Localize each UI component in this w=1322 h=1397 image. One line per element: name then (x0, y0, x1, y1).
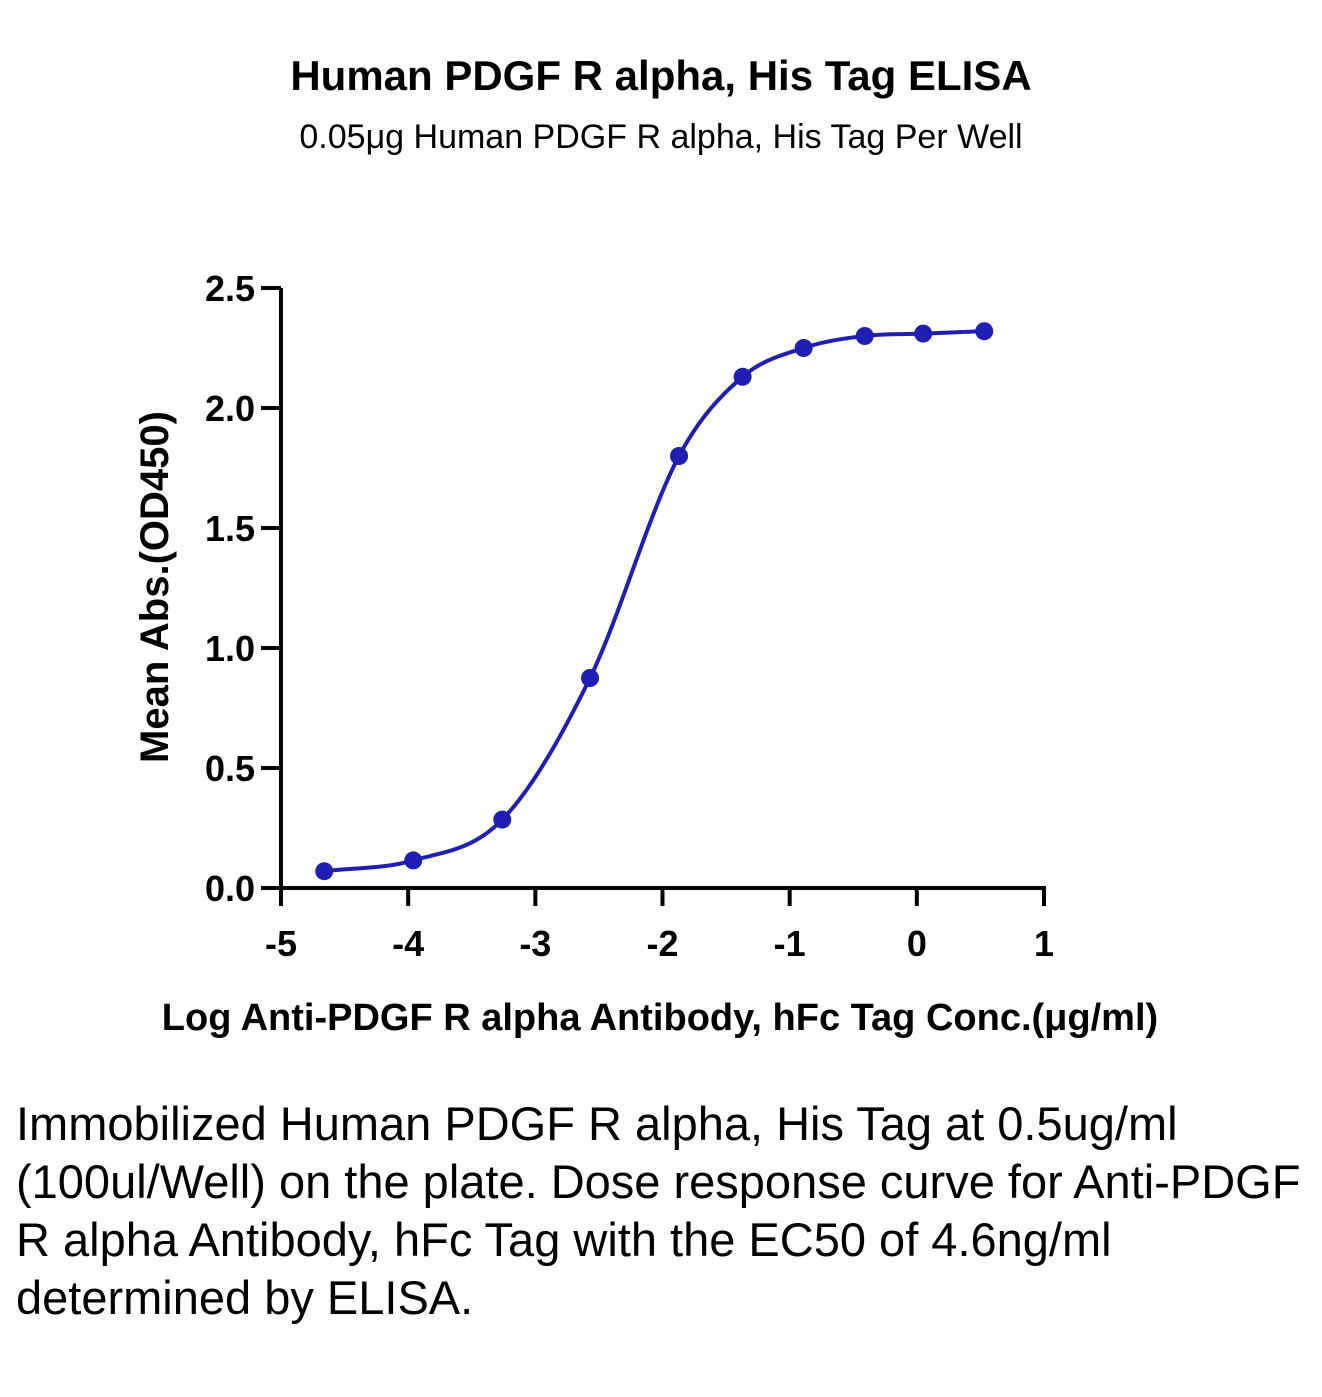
x-tick-label: -1 (774, 923, 806, 964)
data-points (315, 322, 994, 881)
fit-curve-layer (324, 329, 985, 874)
y-tick-label: 1.5 (205, 508, 255, 549)
y-axis-label: Mean Abs.(OD450) (133, 411, 177, 763)
x-tick-label: -4 (392, 923, 424, 964)
y-tick-label: 2.0 (205, 388, 255, 429)
axes: 0.0 0.5 1.0 1.5 2.0 2.5 -5 -4 -3 -2 -1 0 1 (205, 268, 1054, 964)
x-tick-label: -5 (265, 923, 297, 964)
figure-caption: Immobilized Human PDGF R alpha, His Tag … (16, 1097, 1301, 1324)
y-tick-label: 2.5 (205, 268, 255, 309)
x-axis-label: Log Anti-PDGF R alpha Antibody, hFc Tag … (162, 997, 1158, 1039)
x-tick-label: 1 (1034, 923, 1054, 964)
x-tick-label: 0 (907, 923, 927, 964)
y-tick-label: 0.5 (205, 748, 255, 789)
chart-title: Human PDGF R alpha, His Tag ELISA (290, 52, 1032, 99)
fit-curve (324, 329, 985, 874)
y-tick-label: 1.0 (205, 628, 255, 669)
data-point (914, 324, 933, 343)
data-point (404, 851, 423, 870)
data-point (670, 447, 689, 465)
chart: 0.0 0.5 1.0 1.5 2.0 2.5 -5 -4 -3 -2 -1 0 1 Mean Abs.… (133, 268, 1158, 1039)
data-point (794, 339, 813, 357)
x-tick-label: -2 (646, 923, 678, 964)
data-point (315, 862, 334, 881)
y-tick-label: 0.0 (205, 868, 255, 909)
data-point (581, 669, 600, 687)
chart-subtitle: 0.05μg Human PDGF R alpha, His Tag Per W… (299, 118, 1023, 156)
data-point (975, 322, 994, 341)
data-point (855, 327, 874, 345)
x-tick-label: -3 (519, 923, 551, 964)
data-point (493, 810, 512, 829)
data-point (733, 367, 752, 386)
